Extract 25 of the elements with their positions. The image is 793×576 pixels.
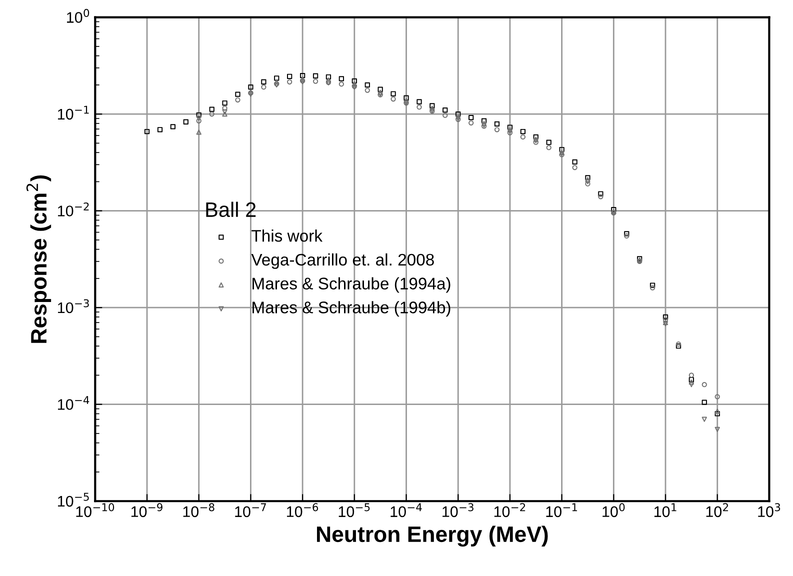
x-tick-label: 10$^{1}$ <box>654 503 676 518</box>
y-tick-label: 10$^{−4}$ <box>58 396 90 410</box>
y-axis-title: Response (cm$^{2}$) <box>26 175 52 343</box>
x-tick-label: 10$^{−2}$ <box>494 503 526 518</box>
y-tick-label: 10$^{0}$ <box>67 8 90 23</box>
x-tick-label: 10$^{0}$ <box>602 503 625 518</box>
x-axis-title: Neutron Energy (MeV) <box>317 526 548 547</box>
x-tick-label: 10$^{−1}$ <box>546 503 577 518</box>
legend-title: Ball 2 <box>206 202 256 218</box>
x-tick-label: 10$^{−8}$ <box>183 503 214 518</box>
legend-label: Mares & Schraube (1994a) <box>252 277 450 293</box>
legend-label: This work <box>252 230 323 242</box>
x-tick-label: 10$^{−3}$ <box>442 503 474 518</box>
x-tick-label: 10$^{2}$ <box>706 503 728 518</box>
y-tick-label: 10$^{−3}$ <box>58 299 89 314</box>
y-tick-label: 10$^{−1}$ <box>58 106 89 120</box>
x-tick-label: 10$^{−6}$ <box>286 503 318 518</box>
legend-label: Vega-Carrillo et. al. 2008 <box>251 253 434 269</box>
x-tick-label: 10$^{−9}$ <box>131 503 162 518</box>
x-tick-label: 10$^{−5}$ <box>338 503 370 518</box>
legend-label: Mares & Schraube (1994b) <box>252 301 450 317</box>
x-tick-label: 10$^{−7}$ <box>235 503 266 518</box>
x-tick-label: 10$^{−4}$ <box>390 503 422 518</box>
y-tick-label: 10$^{−2}$ <box>58 202 89 216</box>
x-tick-label: 10$^{3}$ <box>758 503 780 518</box>
